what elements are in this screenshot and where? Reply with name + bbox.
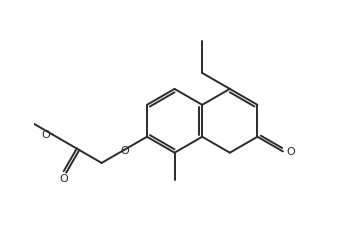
Text: O: O <box>120 145 129 155</box>
Text: O: O <box>287 147 295 157</box>
Text: O: O <box>59 173 68 183</box>
Text: O: O <box>42 130 50 140</box>
